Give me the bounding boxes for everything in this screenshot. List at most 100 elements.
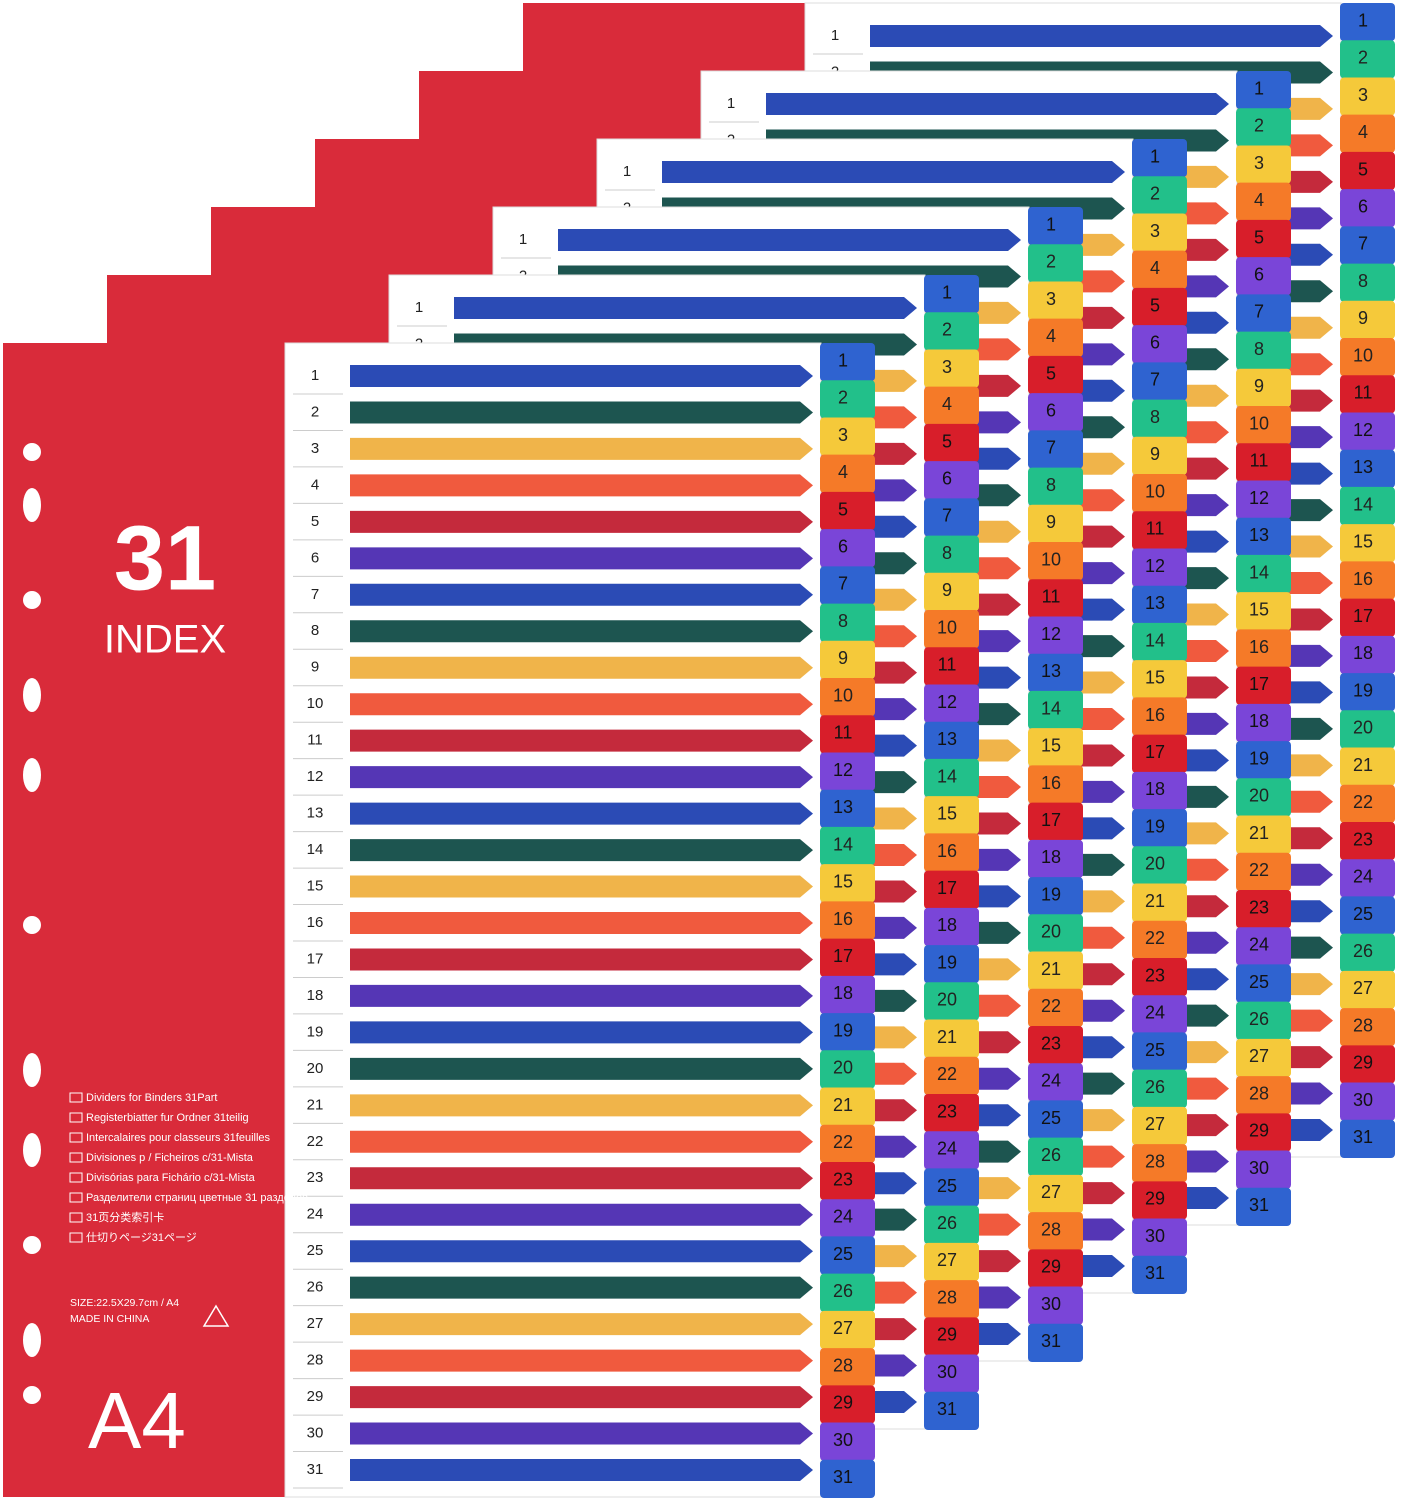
tab (924, 535, 979, 574)
row-bar (350, 912, 813, 934)
tab (820, 1087, 875, 1126)
tab (1132, 1106, 1187, 1146)
row-number: 20 (307, 1060, 324, 1077)
row-number: 1 (727, 95, 735, 112)
row-bar (662, 161, 1125, 183)
tab-number: 14 (1353, 494, 1373, 514)
tab-number: 5 (1150, 295, 1160, 315)
tab (924, 1131, 979, 1170)
tab-number: 15 (1249, 600, 1269, 620)
tab (924, 1317, 979, 1356)
tab-number: 5 (838, 499, 848, 519)
tab (1028, 1025, 1083, 1065)
tab-number: 17 (1353, 606, 1373, 626)
row-number: 13 (307, 805, 324, 822)
tab (1236, 71, 1291, 110)
tab-number: 1 (1254, 78, 1264, 98)
tab-number: 28 (1353, 1015, 1373, 1035)
tab (1236, 480, 1291, 519)
tab-number: 8 (838, 611, 848, 631)
tab (1132, 883, 1187, 922)
tab-number: 14 (833, 834, 853, 854)
tab-number: 6 (942, 468, 952, 488)
front-cover-print: 31 INDEX Dividers for Binders 31Part Regi… (23, 443, 308, 1465)
tab (1132, 176, 1187, 215)
tab-number: 27 (1353, 978, 1373, 998)
tab-number: 25 (833, 1244, 853, 1264)
tab-number: 17 (1145, 742, 1165, 762)
tab-number: 3 (1046, 289, 1056, 309)
tab-number: 29 (1249, 1121, 1269, 1141)
tab-number: 2 (1358, 48, 1368, 68)
language-line: Разделители страниц цветные 31 разделов (86, 1192, 308, 1204)
tab (1028, 244, 1083, 283)
tab-number: 30 (833, 1430, 853, 1450)
tab-number: 15 (1041, 736, 1061, 756)
tab (1028, 839, 1083, 879)
tab-number: 28 (937, 1287, 957, 1307)
flag-icon (69, 1112, 83, 1123)
tab (1236, 443, 1291, 482)
tab-number: 14 (937, 766, 957, 786)
tab (1340, 970, 1395, 1010)
tab (820, 1422, 875, 1461)
tab-number: 21 (1145, 891, 1165, 911)
tab-number: 2 (1254, 116, 1264, 136)
tab-number: 2 (1150, 184, 1160, 204)
tab (1028, 1286, 1083, 1325)
tab (1340, 449, 1395, 488)
tab (924, 907, 979, 947)
tab (924, 1205, 979, 1244)
tab-number: 5 (1358, 159, 1368, 179)
tab (1340, 635, 1395, 675)
row-bar (350, 620, 813, 643)
tab-number: 14 (1041, 698, 1061, 718)
tab-number: 3 (942, 357, 952, 377)
tab (924, 423, 979, 463)
row-number: 9 (311, 659, 319, 676)
tab-number: 4 (1254, 190, 1264, 210)
tab (1340, 784, 1395, 823)
tab-number: 1 (1150, 146, 1160, 166)
tab-number: 8 (1358, 271, 1368, 291)
tab (924, 1280, 979, 1319)
tab-number: 30 (1145, 1226, 1165, 1246)
tab-number: 3 (1254, 153, 1264, 173)
tab-number: 26 (1041, 1145, 1061, 1165)
tab-number: 9 (838, 648, 848, 668)
tab-number: 30 (1353, 1090, 1373, 1110)
tab (1340, 412, 1395, 451)
tab-number: 24 (1041, 1071, 1061, 1091)
row-bar (350, 984, 813, 1007)
tab (820, 1050, 875, 1089)
tab (1132, 1144, 1187, 1183)
row-bar (350, 510, 813, 533)
tab (1340, 821, 1395, 861)
tab (1236, 815, 1291, 854)
tab (1340, 263, 1395, 302)
tab (1132, 213, 1187, 252)
tab-number: 6 (1358, 196, 1368, 216)
tab-number: 10 (937, 617, 957, 637)
tab-number: 16 (937, 841, 957, 861)
tab-number: 1 (1358, 10, 1368, 30)
tab (924, 647, 979, 686)
tab-number: 10 (1041, 549, 1061, 569)
tab-number: 25 (1249, 972, 1269, 992)
tab-number: 27 (1041, 1182, 1061, 1202)
tab-number: 20 (937, 990, 957, 1010)
tab (820, 1236, 875, 1275)
tab-number: 29 (1353, 1053, 1373, 1073)
tab-number: 13 (1041, 661, 1061, 681)
row-number: 29 (307, 1388, 324, 1405)
tab-number: 14 (1249, 562, 1269, 582)
tab (924, 1093, 979, 1133)
tab-number: 18 (1145, 779, 1165, 799)
tab (1236, 1076, 1291, 1115)
row-bar (350, 839, 813, 862)
tab-number: 22 (1353, 792, 1373, 812)
tab (1340, 40, 1395, 79)
tab (924, 796, 979, 835)
tab (1028, 877, 1083, 916)
tab-number: 9 (1046, 512, 1056, 532)
